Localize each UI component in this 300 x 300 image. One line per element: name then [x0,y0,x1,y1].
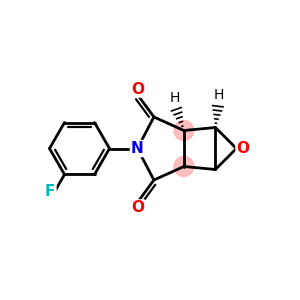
Text: O: O [236,141,250,156]
Text: O: O [131,200,144,215]
Text: F: F [45,184,56,199]
Circle shape [174,157,194,176]
Text: H: H [213,88,224,102]
Text: O: O [131,82,144,97]
Text: H: H [170,92,180,105]
Circle shape [174,121,194,140]
Text: N: N [131,141,144,156]
